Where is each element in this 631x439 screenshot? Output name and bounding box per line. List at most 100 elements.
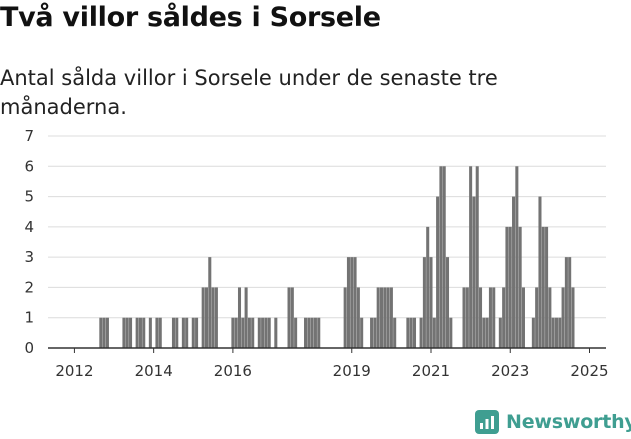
x-axis-ticks: 2012 2014 2016 2019 2021 2023 2025 (55, 348, 609, 380)
bar (426, 226, 430, 348)
bar (148, 317, 152, 348)
bar (554, 317, 558, 348)
bar (436, 196, 440, 348)
bar (535, 287, 539, 348)
bar (294, 317, 298, 348)
bar (406, 317, 410, 348)
bar (353, 257, 357, 348)
bar (237, 287, 242, 348)
bar (171, 317, 175, 348)
bar (267, 317, 271, 348)
bar (498, 317, 502, 348)
x-tick-label: 2025 (570, 362, 608, 380)
bar (138, 317, 142, 348)
bar (469, 166, 473, 348)
brand-logo: Newsworthy (475, 406, 631, 438)
bar (142, 317, 146, 348)
y-axis-ticks: 0 1 2 3 4 5 6 7 (24, 127, 34, 357)
bar (488, 287, 492, 348)
page-title: Två villor såldes i Sorsele (0, 2, 381, 33)
bar (571, 287, 575, 348)
bar (376, 287, 380, 348)
bar (135, 317, 139, 348)
y-tick-label: 2 (24, 278, 34, 296)
bar (409, 317, 413, 348)
bar (244, 287, 248, 348)
x-tick-label: 2021 (412, 362, 450, 380)
value-annotation: 2 (593, 0, 603, 4)
bar (439, 166, 443, 348)
bar (261, 317, 265, 348)
bar (472, 196, 476, 348)
bar (551, 317, 555, 348)
bar (175, 317, 179, 348)
bar (122, 317, 126, 348)
bar (370, 317, 374, 348)
bar (195, 317, 199, 348)
x-tick-label: 2012 (55, 362, 93, 380)
y-tick-label: 0 (24, 339, 34, 357)
bar (214, 287, 218, 348)
bar (231, 317, 235, 348)
bar (343, 287, 347, 348)
bar (521, 287, 525, 348)
y-tick-label: 3 (24, 248, 34, 266)
bar (379, 287, 383, 348)
bar (304, 317, 308, 348)
bar (241, 317, 245, 348)
bar (310, 317, 314, 348)
bar (290, 287, 294, 348)
x-tick-label: 2019 (333, 362, 371, 380)
bar (102, 317, 106, 348)
bar (211, 287, 215, 348)
bar (462, 287, 466, 348)
bar (492, 287, 496, 348)
bar (346, 257, 350, 348)
bar (475, 166, 479, 348)
bar (129, 317, 133, 348)
bar (564, 257, 568, 348)
bar (356, 287, 360, 348)
chart-subtitle: Antal sålda villor i Sorsele under de se… (0, 66, 498, 119)
bar (287, 287, 291, 348)
bar (204, 287, 209, 348)
bar (208, 257, 212, 348)
bar (274, 317, 278, 348)
bar (105, 317, 109, 348)
bar (465, 287, 469, 348)
bar (350, 257, 354, 348)
bar (383, 287, 387, 348)
bar (538, 196, 542, 348)
bar (518, 226, 522, 348)
bar (360, 317, 364, 348)
bar (508, 226, 512, 348)
bar (234, 317, 238, 348)
bar (412, 317, 417, 348)
bar (99, 317, 103, 348)
bar (558, 317, 562, 348)
bar (561, 287, 565, 348)
bar (422, 257, 426, 348)
y-tick-label: 5 (24, 188, 34, 206)
bar (389, 287, 393, 348)
bar (155, 317, 159, 348)
bar (247, 317, 251, 348)
bar (505, 226, 509, 348)
bar (485, 317, 489, 348)
bar (386, 287, 390, 348)
bar (449, 317, 453, 348)
y-tick-label: 1 (24, 309, 34, 327)
bar (479, 287, 483, 348)
bar (502, 287, 506, 348)
bar (393, 317, 397, 348)
newsworthy-logo-icon (475, 410, 499, 434)
bar (419, 317, 423, 348)
bar (429, 257, 433, 348)
bar (541, 226, 545, 348)
bar (185, 317, 189, 348)
y-tick-label: 4 (24, 218, 34, 236)
bar (482, 317, 486, 348)
bar (531, 317, 535, 348)
bar (432, 317, 436, 348)
